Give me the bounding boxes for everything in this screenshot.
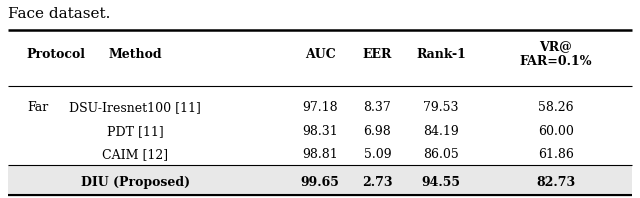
Text: 82.73: 82.73 [536, 176, 575, 189]
Text: 61.86: 61.86 [538, 148, 573, 161]
Text: DSU-Iresnet100 [11]: DSU-Iresnet100 [11] [69, 101, 201, 114]
Text: Method: Method [108, 48, 162, 61]
Text: 98.31: 98.31 [302, 125, 338, 138]
Text: Face dataset.: Face dataset. [8, 7, 110, 21]
Text: 86.05: 86.05 [423, 148, 459, 161]
Text: 6.98: 6.98 [364, 125, 391, 138]
Text: VR@
FAR=0.1%: VR@ FAR=0.1% [520, 40, 592, 68]
Text: 5.09: 5.09 [364, 148, 391, 161]
Text: 98.81: 98.81 [302, 148, 338, 161]
Text: 58.26: 58.26 [538, 101, 573, 114]
Text: 8.37: 8.37 [364, 101, 391, 114]
Text: 2.73: 2.73 [362, 176, 392, 189]
Text: 79.53: 79.53 [423, 101, 459, 114]
Text: Rank-1: Rank-1 [416, 48, 466, 61]
Text: 97.18: 97.18 [302, 101, 338, 114]
Text: 94.55: 94.55 [422, 176, 461, 189]
Text: EER: EER [363, 48, 392, 61]
Text: PDT [11]: PDT [11] [107, 125, 164, 138]
Text: Far: Far [27, 101, 48, 114]
Text: AUC: AUC [305, 48, 335, 61]
Text: Protocol: Protocol [27, 48, 86, 61]
Text: 60.00: 60.00 [538, 125, 573, 138]
Text: 99.65: 99.65 [301, 176, 339, 189]
Text: DIU (Proposed): DIU (Proposed) [81, 176, 190, 189]
Text: CAIM [12]: CAIM [12] [102, 148, 168, 161]
Text: 84.19: 84.19 [423, 125, 459, 138]
FancyBboxPatch shape [8, 165, 632, 197]
